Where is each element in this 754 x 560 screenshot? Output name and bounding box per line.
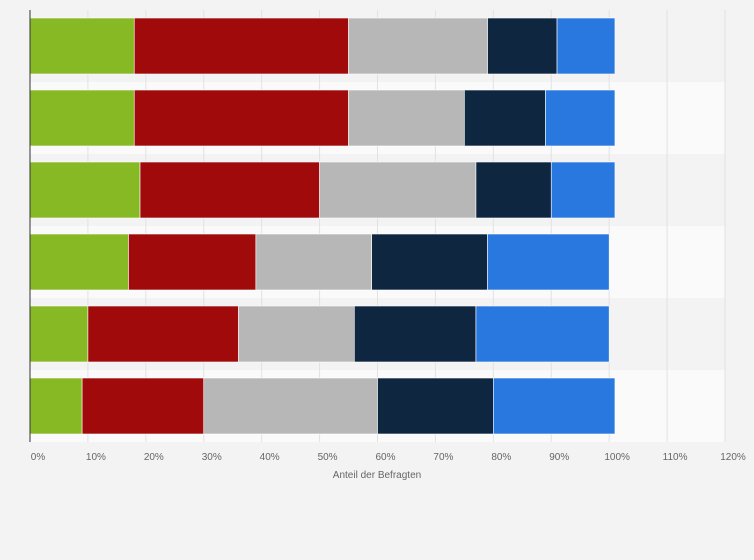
x-tick-label: 60% <box>375 452 395 463</box>
bar-segment-row4-series5 <box>487 233 610 291</box>
bar-segment-row1-series2 <box>133 17 349 75</box>
x-tick-label: 20% <box>144 452 164 463</box>
bar-segment-row1-series5 <box>556 17 616 75</box>
bar-segment-row3-series1 <box>29 161 141 219</box>
bar-segment-row5-series4 <box>354 305 477 363</box>
x-tick-label: 10% <box>86 452 106 463</box>
bar-segment-row2-series4 <box>464 89 546 147</box>
x-tick-label: 70% <box>433 452 453 463</box>
x-tick-label: 90% <box>549 452 569 463</box>
bar-segment-row6-series4 <box>377 377 494 435</box>
x-axis-tick-labels: 0% 10% 20% 30% 40% 50% 60% 70% 80% 90% 100% 110% 120… <box>31 452 746 463</box>
bar-segment-row5-series5 <box>475 305 610 363</box>
bar-segment-row5-series2 <box>87 305 239 363</box>
bar-segment-row6-series5 <box>493 377 616 435</box>
bar-segment-row1-series4 <box>487 17 558 75</box>
bar-segment-row1-series3 <box>348 17 488 75</box>
x-tick-label: 50% <box>318 452 338 463</box>
bar-segment-row5-series3 <box>238 305 355 363</box>
bar-segment-row2-series3 <box>348 89 465 147</box>
bar-segment-row6-series2 <box>81 377 205 435</box>
bar-segment-row4-series2 <box>128 233 257 291</box>
bar-segment-row4-series4 <box>371 233 488 291</box>
x-tick-label: 0% <box>31 452 46 463</box>
bar-segment-row2-series5 <box>545 89 616 147</box>
bar-segment-row3-series2 <box>139 161 320 219</box>
bar-segment-row2-series1 <box>29 89 135 147</box>
bar-segment-row3-series3 <box>319 161 477 219</box>
x-tick-label: 80% <box>491 452 511 463</box>
bar-segment-row4-series1 <box>29 233 129 291</box>
bar-segment-row3-series4 <box>475 161 552 219</box>
x-tick-label: 30% <box>202 452 222 463</box>
bar-segment-row3-series5 <box>550 161 616 219</box>
bar-segments <box>29 17 616 435</box>
x-tick-label: 110% <box>663 452 688 463</box>
bar-segment-row6-series3 <box>203 377 378 435</box>
x-tick-label: 100% <box>604 452 630 463</box>
bar-segment-row1-series1 <box>29 17 135 75</box>
bar-segment-row5-series1 <box>29 305 89 363</box>
x-tick-label: 120% <box>720 452 746 463</box>
bar-segment-row2-series2 <box>133 89 349 147</box>
bar-segment-row6-series1 <box>29 377 83 435</box>
bar-segment-row4-series3 <box>255 233 373 291</box>
x-tick-label: 40% <box>260 452 280 463</box>
x-axis-title: Anteil der Befragten <box>333 470 421 481</box>
